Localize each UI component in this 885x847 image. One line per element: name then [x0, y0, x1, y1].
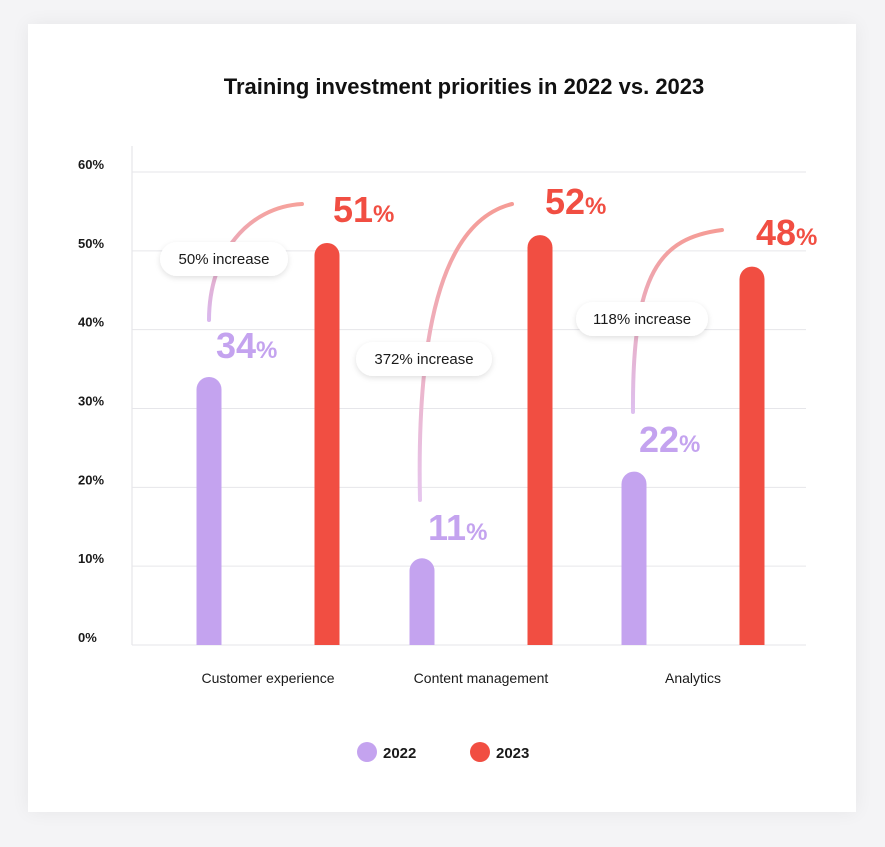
chart-card: Training investment priorities in 2022 v… — [28, 24, 856, 812]
y-tick-label: 60% — [78, 157, 104, 172]
y-tick-label: 50% — [78, 236, 104, 251]
connector-line — [630, 228, 724, 414]
annotation-callout: 372% increase — [356, 342, 492, 376]
data-label-2022: 11% — [428, 507, 487, 548]
bar-2023-1 — [527, 235, 553, 645]
data-label-2022: 22% — [639, 419, 700, 460]
annotation-callout: 118% increase — [576, 302, 708, 336]
callout-text: 372% increase — [374, 351, 473, 368]
data-label-2023: 52% — [545, 181, 606, 222]
callout-bubble — [160, 242, 288, 276]
callout-text: 50% increase — [179, 251, 270, 268]
legend-label: 2023 — [496, 745, 529, 762]
callout-text: 118% increase — [593, 311, 691, 328]
bar-2023-0 — [314, 242, 340, 645]
x-tick-label: Analytics — [665, 670, 721, 686]
x-tick-label: Content management — [414, 670, 549, 686]
legend-swatch — [470, 742, 490, 762]
legend-swatch — [357, 742, 377, 762]
bar-2022-1 — [409, 558, 435, 645]
y-tick-label: 30% — [78, 394, 104, 409]
callout-bubble — [576, 302, 708, 336]
bar-2022-2 — [621, 471, 647, 645]
data-label-2022: 34% — [216, 325, 277, 366]
callout-bubble — [356, 342, 492, 376]
bar-chart: Training investment priorities in 2022 v… — [78, 74, 817, 762]
data-label-2023: 48% — [756, 212, 817, 253]
connector-line — [207, 202, 304, 322]
data-label-2023: 51% — [333, 189, 394, 230]
legend-item-2023: 2023 — [470, 742, 529, 762]
connector-line — [417, 202, 514, 502]
x-tick-label: Customer experience — [201, 670, 334, 686]
y-tick-label: 10% — [78, 551, 104, 566]
y-tick-label: 0% — [78, 630, 97, 645]
bar-2022-0 — [196, 376, 222, 645]
y-tick-label: 20% — [78, 472, 104, 487]
chart-title: Training investment priorities in 2022 v… — [224, 74, 705, 99]
y-tick-label: 40% — [78, 315, 104, 330]
legend-item-2022: 2022 — [357, 742, 416, 762]
bar-2023-2 — [739, 266, 765, 645]
legend-label: 2022 — [383, 745, 416, 762]
annotation-callout: 50% increase — [160, 242, 288, 276]
